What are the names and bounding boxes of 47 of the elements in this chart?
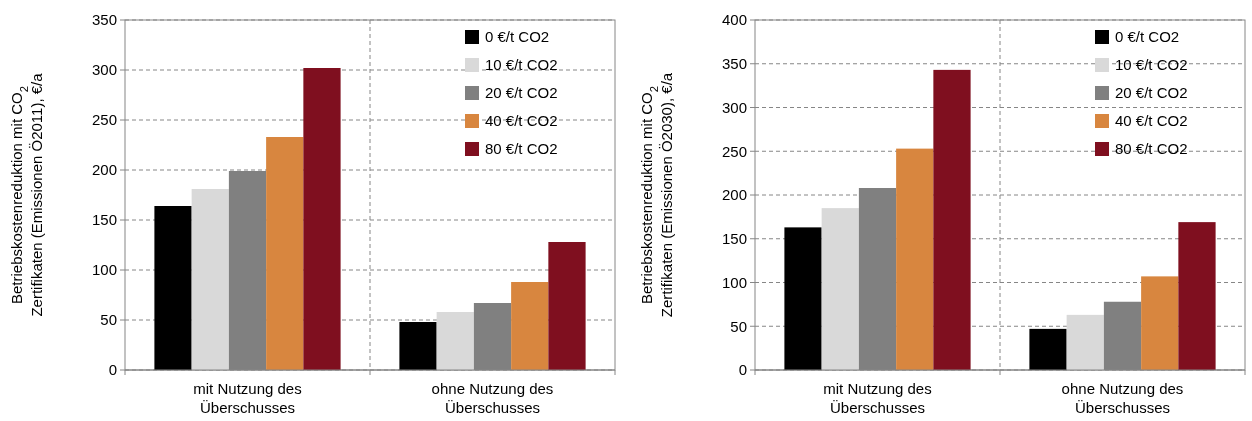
y-tick-label: 0	[108, 361, 117, 379]
x-tick-label: ohne Nutzung des Überschusses	[1061, 380, 1184, 416]
legend-label: 80 €/t CO2	[1115, 140, 1188, 158]
bar	[1178, 222, 1216, 370]
bar	[511, 282, 549, 370]
bar	[896, 148, 934, 370]
bar	[1141, 276, 1179, 370]
y-tick-label: 0	[738, 361, 747, 379]
bar	[1066, 314, 1104, 370]
y-tick-label: 50	[100, 311, 117, 329]
bar	[436, 312, 474, 370]
legend-label: 80 €/t CO2	[485, 140, 558, 158]
bar	[303, 68, 341, 370]
bar	[821, 208, 859, 370]
y-tick-label: 50	[730, 317, 747, 335]
y-tick-label: 150	[91, 211, 117, 229]
y-tick-label: 150	[721, 230, 747, 247]
legend-label: 10 €/t CO2	[1115, 56, 1188, 74]
y-tick-label: 200	[91, 161, 117, 179]
y-tick-label: 300	[721, 98, 747, 116]
bar	[154, 206, 192, 370]
legend-label: 40 €/t CO2	[485, 112, 558, 130]
x-tick-label: ohne Nutzung des Überschusses	[431, 380, 554, 416]
y-tick-label: 100	[721, 273, 747, 291]
legend-label: 10 €/t CO2	[485, 56, 558, 74]
y-tick-label: 250	[721, 142, 747, 160]
y-tick-label: 200	[721, 186, 747, 204]
y-tick-label: 350	[91, 11, 117, 29]
bar	[1029, 328, 1067, 370]
bar	[191, 189, 229, 370]
bar	[548, 242, 586, 370]
bar	[933, 69, 971, 370]
bar	[399, 322, 437, 370]
y-tick-label: 100	[91, 261, 117, 279]
x-tick-label: mit Nutzung des Überschusses	[193, 380, 302, 416]
y-tick-label: 400	[721, 11, 747, 29]
legend-label: 20 €/t CO2	[485, 84, 558, 102]
legend-label: 20 €/t CO2	[1115, 84, 1188, 102]
legend-label: 0 €/t CO2	[1115, 28, 1180, 46]
y-tick-label: 300	[91, 61, 117, 79]
x-tick-label: mit Nutzung des Überschusses	[823, 380, 932, 416]
legend-label: 40 €/t CO2	[1115, 112, 1188, 130]
legend-label: 0 €/t CO2	[485, 28, 550, 46]
y-tick-label: 350	[721, 55, 747, 72]
bar	[784, 227, 822, 370]
bar	[266, 137, 304, 370]
y-tick-label: 250	[91, 111, 117, 129]
